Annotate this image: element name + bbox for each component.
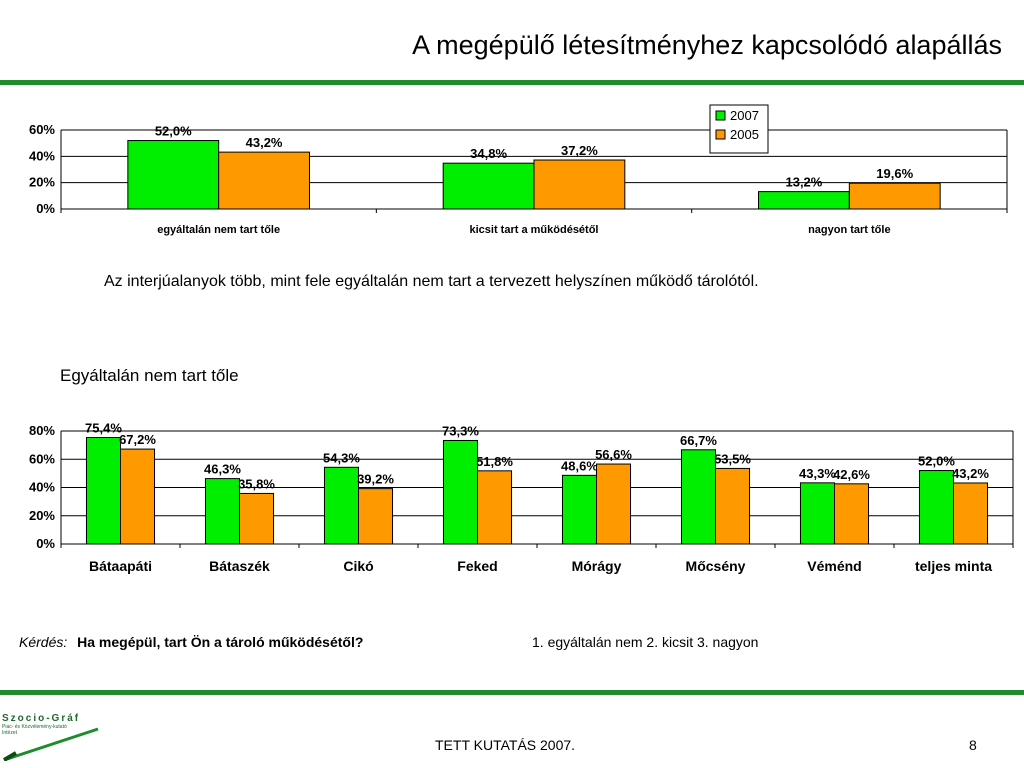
y-tick-label: 20% xyxy=(29,175,55,190)
y-tick-label: 60% xyxy=(29,451,55,466)
y-tick-label: 40% xyxy=(29,148,55,163)
bar-2005 xyxy=(358,488,394,545)
legend-swatch xyxy=(715,110,726,121)
data-label: 43,2% xyxy=(246,135,283,150)
data-label: 56,6% xyxy=(595,447,632,462)
chart-caption: Az interjúalanyok több, mint fele egyált… xyxy=(104,273,759,290)
data-label: 43,3% xyxy=(799,466,836,481)
y-tick-label: 0% xyxy=(36,536,55,551)
data-label: 53,5% xyxy=(714,451,751,466)
x-tick-label: teljes minta xyxy=(915,558,992,574)
chart-overall: 0% 20% 40% 60% egyáltalán nem tart tőle 52,0%… xyxy=(29,104,1008,236)
logo-subtitle: Piac- és Közvélemény-kutató xyxy=(2,724,67,730)
data-label: 34,8% xyxy=(470,146,507,161)
bar-2005 xyxy=(953,482,989,545)
data-label: 52,0% xyxy=(155,124,192,139)
pen-icon xyxy=(2,727,99,761)
bar-2007 xyxy=(442,162,535,210)
bar-2005 xyxy=(120,448,156,545)
data-label: 52,0% xyxy=(918,454,955,469)
data-label: 13,2% xyxy=(785,175,822,190)
bar-2007 xyxy=(680,449,717,545)
data-label: 46,3% xyxy=(204,462,241,477)
y-tick-label: 80% xyxy=(29,423,55,438)
x-tick-label: Véménd xyxy=(807,558,861,574)
legend-label: 2005 xyxy=(730,127,759,142)
question-line: Kérdés: Ha megépül, tart Ön a tároló műk… xyxy=(19,634,363,650)
bar-2005 xyxy=(218,151,310,210)
data-label: 73,3% xyxy=(442,423,479,438)
y-tick-label: 0% xyxy=(36,201,55,216)
footer-text: TETT KUTATÁS 2007. xyxy=(435,737,576,753)
question-label: Kérdés: xyxy=(19,634,68,650)
bar-2007 xyxy=(799,482,836,545)
data-label: 37,2% xyxy=(561,143,598,158)
bar-2007 xyxy=(442,439,479,545)
data-label: 75,4% xyxy=(85,420,122,435)
y-tick-label: 40% xyxy=(29,480,55,495)
x-tick-label: Cikó xyxy=(343,558,373,574)
top-divider xyxy=(0,80,1024,85)
x-tick-label: kicsit tart a működésétől xyxy=(470,224,599,236)
bar-2005 xyxy=(533,159,626,210)
x-tick-label: Mórágy xyxy=(572,558,622,574)
data-label: 51,8% xyxy=(476,454,513,469)
bar-2005 xyxy=(477,470,513,545)
chart-by-settlement: 0% 20% 40% 60% 80% Bátaapáti 75,4%67,2% Bátaszé… xyxy=(29,420,1014,574)
x-tick-label: Bátaapáti xyxy=(89,558,152,574)
bar-2007 xyxy=(85,436,122,545)
logo-name: Szocio-Gráf xyxy=(2,713,81,724)
logo-subtitle-2: Intézet xyxy=(2,730,18,736)
page-title: A megépülő létesítményhez kapcsolódó ala… xyxy=(412,30,1002,60)
x-tick-label: egyáltalán nem tart tőle xyxy=(157,224,280,236)
page-number: 8 xyxy=(969,737,977,753)
bottom-divider xyxy=(0,690,1024,695)
data-label: 48,6% xyxy=(561,458,598,473)
data-label: 19,6% xyxy=(876,166,913,181)
bar-2007 xyxy=(758,191,850,210)
legend-swatch xyxy=(715,129,726,140)
bar-2007 xyxy=(918,470,955,545)
data-label: 35,8% xyxy=(238,476,275,491)
bar-2005 xyxy=(596,463,632,545)
data-label: 66,7% xyxy=(680,433,717,448)
legend-label: 2007 xyxy=(730,108,759,123)
y-tick-label: 20% xyxy=(29,508,55,523)
bar-2007 xyxy=(323,466,360,545)
x-tick-label: Mőcsény xyxy=(686,558,746,574)
company-logo: Szocio-Gráf Piac- és Közvélemény-kutató … xyxy=(2,713,102,763)
bar-2007 xyxy=(127,140,220,210)
x-tick-label: Feked xyxy=(457,558,497,574)
bar-2007 xyxy=(204,478,241,545)
data-label: 67,2% xyxy=(119,432,156,447)
x-tick-label: Bátaszék xyxy=(209,558,270,574)
bar-2005 xyxy=(715,467,751,545)
data-label: 54,3% xyxy=(323,450,360,465)
chart-subtitle: Egyáltalán nem tart tőle xyxy=(60,366,239,385)
question-text: Ha megépül, tart Ön a tároló működésétől… xyxy=(77,634,364,650)
bar-2007 xyxy=(561,474,598,545)
data-label: 42,6% xyxy=(833,467,870,482)
answer-options: 1. egyáltalán nem 2. kicsit 3. nagyon xyxy=(532,634,759,650)
y-tick-label: 60% xyxy=(29,122,55,137)
bar-2005 xyxy=(848,182,941,210)
bar-2005 xyxy=(834,483,870,545)
x-tick-label: nagyon tart tőle xyxy=(808,224,891,236)
data-label: 43,2% xyxy=(952,466,989,481)
data-label: 39,2% xyxy=(357,472,394,487)
bar-2005 xyxy=(239,492,275,545)
